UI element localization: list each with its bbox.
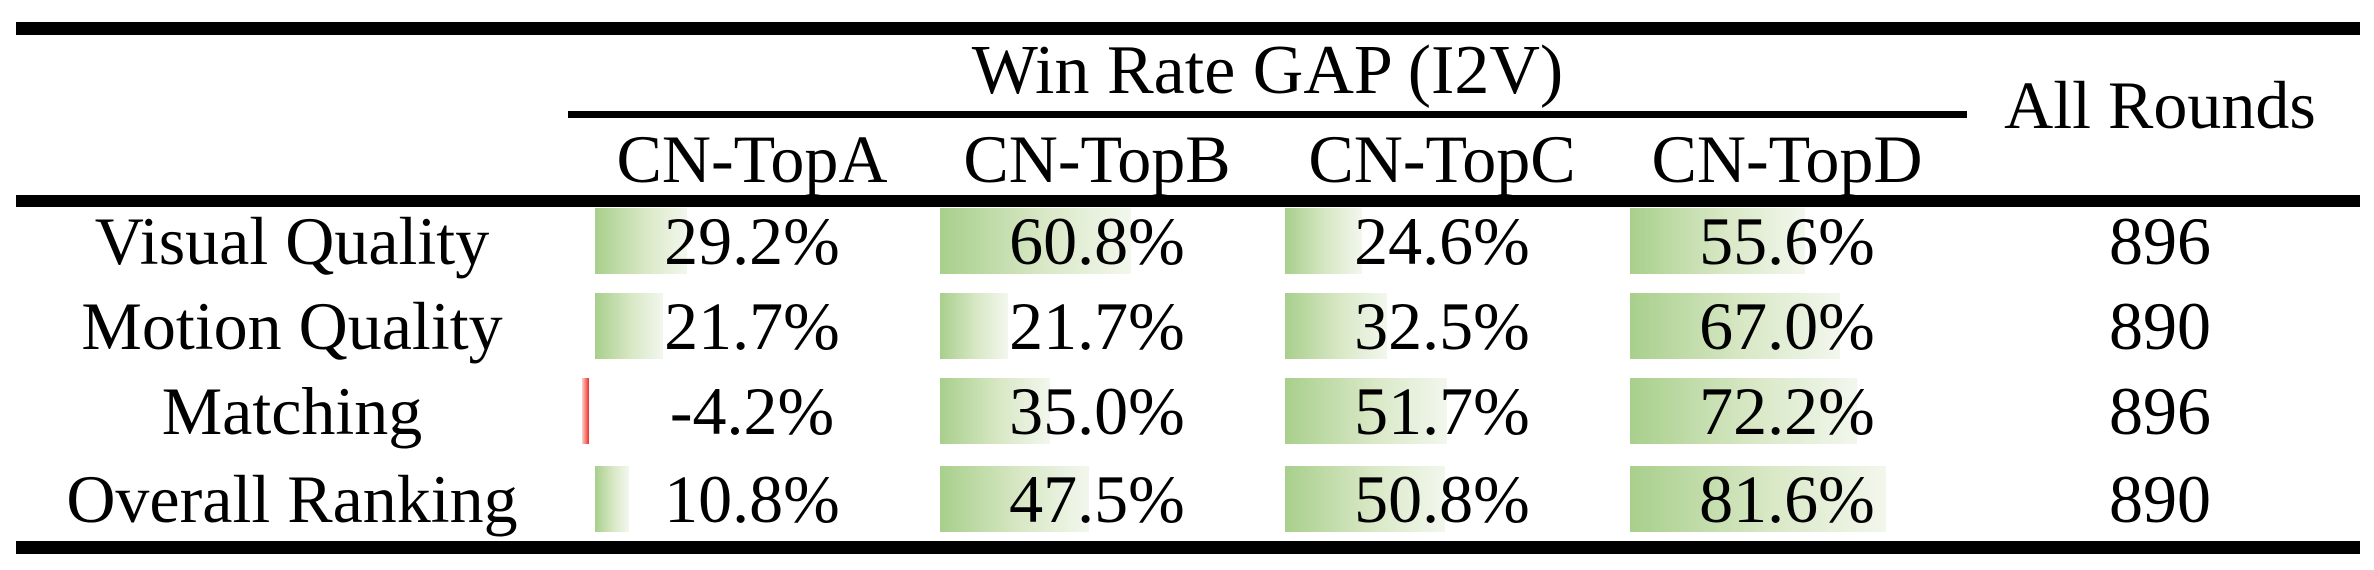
percent-cell: 47.5% bbox=[940, 461, 1254, 537]
column-header-cn-topb: CN-TopB bbox=[963, 121, 1231, 197]
percent-value: 35.0% bbox=[1009, 373, 1185, 449]
percent-value: 24.6% bbox=[1354, 203, 1530, 279]
percent-cell: 21.7% bbox=[940, 288, 1254, 364]
row-label: Visual Quality bbox=[94, 203, 490, 279]
data-bar bbox=[1630, 293, 1841, 359]
table-title: Win Rate GAP (I2V) bbox=[971, 32, 1564, 109]
percent-value: 60.8% bbox=[1009, 203, 1185, 279]
percent-cell: 50.8% bbox=[1285, 461, 1599, 537]
percent-cell: 67.0% bbox=[1630, 288, 1944, 364]
data-bar bbox=[940, 378, 1050, 444]
column-header-cn-topc: CN-TopC bbox=[1308, 121, 1576, 197]
percent-value: 81.6% bbox=[1699, 461, 1875, 537]
percent-value: 67.0% bbox=[1699, 288, 1875, 364]
percent-cell: 51.7% bbox=[1285, 373, 1599, 449]
column-header-cn-topa: CN-TopA bbox=[616, 121, 888, 197]
percent-cell: 21.7% bbox=[595, 288, 909, 364]
all-rounds-value: 896 bbox=[2109, 203, 2211, 279]
data-bar bbox=[940, 208, 1131, 274]
data-bar bbox=[1285, 293, 1387, 359]
percent-value: -4.2% bbox=[669, 373, 835, 449]
percent-value: 55.6% bbox=[1699, 203, 1875, 279]
percent-cell: 32.5% bbox=[1285, 288, 1599, 364]
percent-cell: 35.0% bbox=[940, 373, 1254, 449]
data-bar bbox=[940, 293, 1009, 359]
data-bar bbox=[1285, 208, 1363, 274]
data-bar bbox=[1285, 378, 1448, 444]
data-bar bbox=[595, 293, 664, 359]
percent-value: 21.7% bbox=[1009, 288, 1185, 364]
percent-value: 51.7% bbox=[1354, 373, 1530, 449]
data-bar bbox=[1285, 466, 1445, 532]
percent-value: 29.2% bbox=[664, 203, 840, 279]
percent-value: 72.2% bbox=[1699, 373, 1875, 449]
row-label: Overall Ranking bbox=[66, 461, 518, 537]
header-span-rule bbox=[568, 111, 1967, 118]
percent-cell: 29.2% bbox=[595, 203, 909, 279]
percent-cell: 10.8% bbox=[595, 461, 909, 537]
column-header-cn-topd: CN-TopD bbox=[1651, 121, 1923, 197]
percent-cell: 24.6% bbox=[1285, 203, 1599, 279]
bottom-rule bbox=[16, 541, 2360, 554]
header-bottom-rule bbox=[16, 195, 2360, 207]
row-label: Motion Quality bbox=[81, 288, 503, 364]
percent-value: 50.8% bbox=[1354, 461, 1530, 537]
percent-cell: 60.8% bbox=[940, 203, 1254, 279]
percent-cell: -4.2% bbox=[582, 373, 909, 449]
data-bar bbox=[595, 208, 687, 274]
all-rounds-value: 896 bbox=[2109, 373, 2211, 449]
percent-value: 47.5% bbox=[1009, 461, 1185, 537]
all-rounds-value: 890 bbox=[2109, 461, 2211, 537]
percent-value: 10.8% bbox=[664, 461, 840, 537]
percent-cell: 72.2% bbox=[1630, 373, 1944, 449]
top-rule bbox=[16, 22, 2360, 35]
data-bar bbox=[1630, 378, 1857, 444]
data-bar bbox=[1630, 466, 1887, 532]
percent-value: 21.7% bbox=[664, 288, 840, 364]
data-bar bbox=[940, 466, 1090, 532]
percent-value: 32.5% bbox=[1354, 288, 1530, 364]
data-bar-negative bbox=[582, 378, 589, 444]
percent-cell: 55.6% bbox=[1630, 203, 1944, 279]
data-bar bbox=[595, 466, 629, 532]
all-rounds-value: 890 bbox=[2109, 288, 2211, 364]
all-rounds-header: All Rounds bbox=[2004, 67, 2316, 143]
percent-cell: 81.6% bbox=[1630, 461, 1944, 537]
data-bar bbox=[1630, 208, 1805, 274]
row-label: Matching bbox=[161, 373, 423, 449]
